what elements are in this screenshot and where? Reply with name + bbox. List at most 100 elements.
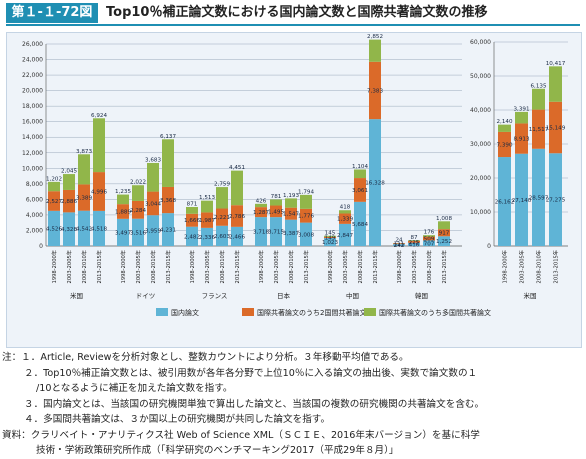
left-chart-tick-label: 12,000: [22, 150, 43, 157]
data-label-multilateral: 3,391: [513, 106, 529, 112]
data-label-domestic: 4,542: [76, 226, 92, 232]
data-label-multilateral: 10,417: [546, 61, 566, 67]
left-chart-tick-label: 4,000: [26, 212, 43, 219]
data-label-multilateral: 24: [395, 238, 403, 244]
data-label-bilateral: 2,786: [229, 214, 245, 220]
x-tick-label: 2008-2010年: [80, 250, 88, 283]
right-chart-tick-label: 50,000: [470, 73, 491, 80]
bar-multilateral: [162, 139, 174, 187]
group-label: 米国: [524, 291, 537, 300]
data-label-bilateral: 1,547: [283, 212, 299, 218]
bar-multilateral: [48, 182, 60, 191]
data-label-multilateral: 6,135: [530, 83, 546, 89]
data-label-multilateral: 4,451: [229, 165, 245, 171]
data-label-domestic: 3,516: [130, 230, 146, 236]
x-tick-label: 2008-2010年: [287, 250, 295, 283]
data-label-bilateral: 1,889: [115, 209, 131, 215]
x-tick-label: 2013-2015年: [233, 250, 241, 283]
bar-multilateral: [147, 163, 159, 192]
data-label-multilateral: 6,137: [160, 134, 176, 140]
left-chart-tick-label: 6,000: [26, 196, 43, 203]
data-label-bilateral: 1,495: [268, 209, 284, 215]
data-label-multilateral: 1,235: [115, 189, 131, 195]
data-label-multilateral: 1,008: [436, 216, 452, 222]
data-label-multilateral: 2,022: [130, 180, 146, 186]
data-label-domestic: 2,847: [337, 233, 353, 239]
data-label-domestic: 4,231: [160, 228, 176, 234]
x-tick-label: 2013-2015年: [440, 250, 448, 283]
data-label-multilateral: 2,759: [214, 182, 230, 188]
x-tick-label: 1998-2000年: [326, 250, 334, 283]
legend-swatch: [156, 308, 168, 316]
x-tick-label: 2003-2005年: [272, 250, 280, 283]
x-tick-label: 2008-2010年: [356, 250, 364, 283]
bar-multilateral: [515, 112, 528, 124]
source-1: 資料：クラリベイト・アナリティクス社 Web of Science XML（ＳＣ…: [2, 428, 584, 444]
data-label-multilateral: 1,202: [46, 176, 62, 182]
left-chart-tick-label: 0: [39, 243, 43, 250]
data-label-bilateral: 7,390: [496, 142, 512, 148]
data-label-multilateral: 781: [271, 194, 282, 200]
group-label: 韓国: [415, 291, 428, 300]
bar-multilateral: [438, 221, 450, 229]
data-label-multilateral: 3,873: [76, 149, 92, 155]
data-label-bilateral: 509: [424, 237, 435, 243]
data-label-multilateral: 2,045: [61, 169, 77, 175]
left-chart-tick-label: 24,000: [22, 57, 43, 64]
data-label-multilateral: 1,193: [283, 193, 299, 199]
group-label: 日本: [277, 291, 291, 300]
notes: 注：１．Article, Reviewを分析対象とし、整数カウントにより分析。３…: [2, 350, 584, 459]
bar-multilateral: [78, 154, 90, 184]
data-label-multilateral: 871: [187, 202, 198, 208]
x-tick-label: 2003-2005年: [518, 250, 526, 283]
data-label-bilateral: 3,044: [145, 201, 161, 207]
data-label-domestic: 4,328: [61, 227, 77, 233]
bar-multilateral: [63, 174, 75, 190]
group-label: 米国: [70, 291, 83, 300]
bar-multilateral: [300, 195, 312, 209]
left-chart-tick-label: 20,000: [22, 88, 43, 95]
x-tick-label: 2003-2005年: [65, 250, 73, 283]
left-chart-tick-label: 14,000: [22, 134, 43, 141]
data-label-domestic: 5,684: [352, 222, 368, 228]
x-tick-label: 2013-2015年: [302, 250, 310, 283]
data-label-bilateral: 2,886: [61, 199, 77, 205]
data-label-bilateral: 1,987: [199, 218, 215, 224]
note-4: ４．多国間共著論文は、３か国以上の研究機関が共同した論文を指す。: [2, 412, 584, 428]
data-label-domestic: 4,518: [91, 226, 107, 232]
x-tick-label: 1998-2000年: [395, 250, 403, 283]
bar-multilateral: [369, 40, 381, 62]
x-tick-label: 2008-2010年: [218, 250, 226, 283]
right-chart-tick-label: 40,000: [470, 107, 491, 114]
group-label: フランス: [202, 292, 228, 300]
data-label-bilateral: 149: [325, 235, 336, 241]
data-label-multilateral: 1,513: [199, 195, 215, 201]
data-label-bilateral: 3,368: [160, 198, 176, 204]
data-label-multilateral: 2,140: [496, 119, 512, 125]
data-label-domestic: 16,328: [365, 181, 385, 187]
x-tick-label: 2003-2005年: [410, 250, 418, 283]
data-label-multilateral: 418: [340, 205, 351, 211]
legend-label: 国内論文: [171, 308, 199, 317]
data-label-multilateral: 426: [256, 198, 267, 204]
data-label-domestic: 3,008: [298, 232, 314, 238]
data-label-domestic: 3,387: [283, 231, 299, 237]
legend-label: 国際共著論文のうち多国間共著論文: [379, 308, 491, 317]
bar-multilateral: [285, 198, 297, 207]
data-label-bilateral: 1,666: [184, 218, 200, 224]
legend-swatch: [364, 308, 376, 316]
right-chart-tick-label: 60,000: [470, 39, 491, 46]
data-label-bilateral: 3,389: [76, 196, 92, 202]
x-tick-label: 2003-2005年: [341, 250, 349, 283]
data-label-domestic: 3,718: [253, 230, 269, 236]
left-chart-tick-label: 22,000: [22, 72, 43, 79]
legend-label: 国際共著論文のうち2国間共著論文: [257, 308, 366, 317]
data-label-bilateral: 2,284: [130, 208, 146, 214]
group-label: ドイツ: [136, 292, 156, 300]
x-tick-label: 2008-2010年: [535, 250, 543, 283]
x-tick-label: 2008-2010年: [425, 250, 433, 283]
data-label-domestic: 27,275: [546, 198, 566, 204]
data-label-domestic: 3,715: [268, 230, 284, 236]
source-2: 技術・学術政策研究所作成（「科学研究のベンチマーキング2017（平成29年８月）…: [2, 443, 584, 459]
x-tick-label: 2013-2015年: [371, 250, 379, 283]
